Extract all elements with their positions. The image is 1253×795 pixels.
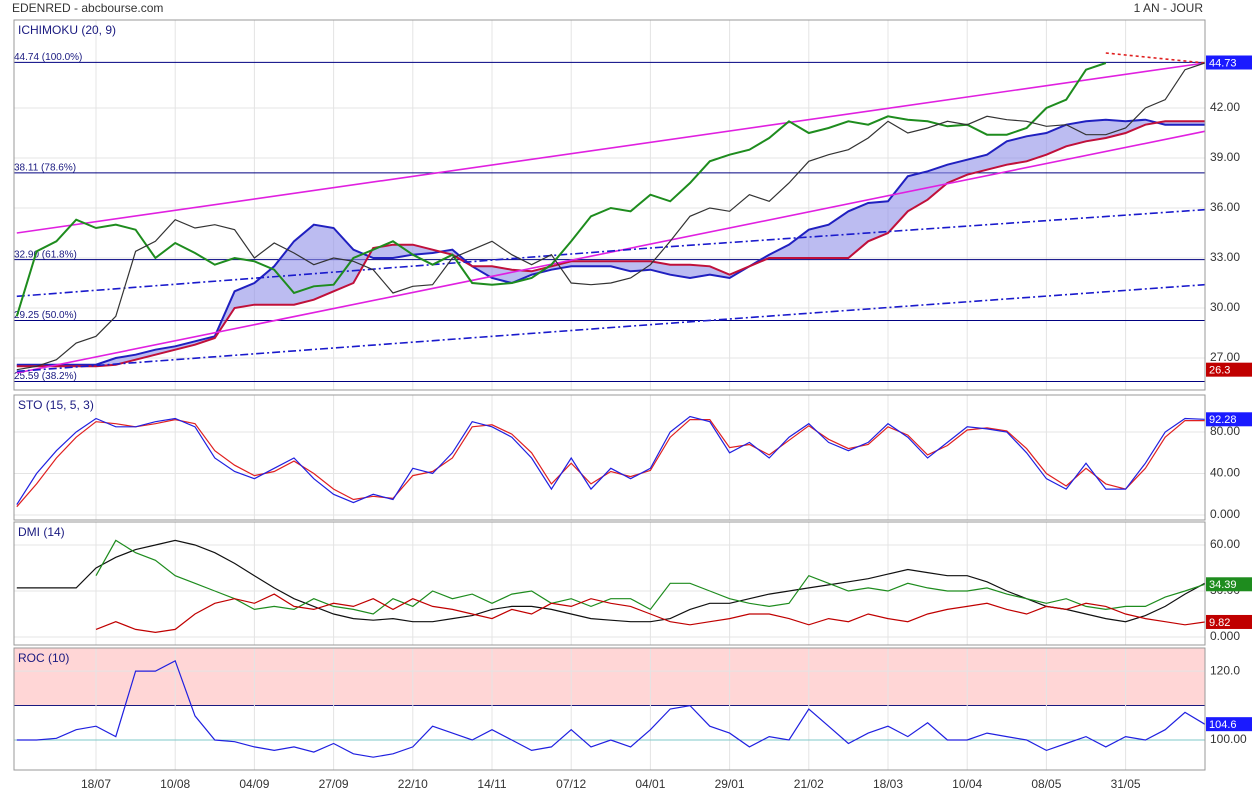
- badge-label: 92.28: [1209, 414, 1237, 426]
- fib-label: 29.25 (50.0%): [14, 310, 77, 321]
- trendline: [16, 283, 1205, 373]
- badge-label: 34.39: [1209, 579, 1237, 591]
- trendline: [1105, 52, 1205, 64]
- series-line: [95, 539, 1205, 615]
- series-line: [95, 593, 1205, 634]
- y-tick-label: 0.000: [1210, 507, 1240, 521]
- value-badge: [1206, 717, 1252, 732]
- x-tick-label: 04/09: [239, 777, 269, 791]
- x-tick-label: 18/03: [873, 777, 903, 791]
- panel-title: STO (15, 5, 3): [18, 398, 94, 412]
- badge-label: 9.82: [1209, 617, 1230, 629]
- y-tick-label: 0.000: [1210, 629, 1240, 643]
- fib-label: 32.90 (61.8%): [14, 249, 77, 260]
- value-badge: [1206, 577, 1252, 592]
- trendline: [16, 208, 1205, 298]
- trendline: [16, 62, 1205, 234]
- x-tick-label: 08/05: [1031, 777, 1061, 791]
- chart-title: EDENRED - abcbourse.com: [12, 1, 163, 15]
- x-tick-label: 22/10: [398, 777, 428, 791]
- panel-frame: [13, 521, 1206, 646]
- series-line: [16, 418, 1205, 508]
- x-tick-label: 14/11: [477, 777, 506, 791]
- y-tick-label: 36.00: [1210, 200, 1240, 214]
- x-tick-label: 10/04: [952, 777, 982, 791]
- y-tick-label: 30.00: [1210, 300, 1240, 314]
- panel-title: ROC (10): [18, 651, 69, 665]
- series-line: [16, 62, 1205, 371]
- period: 1 AN - JOUR: [1134, 1, 1204, 15]
- alert-band: [14, 648, 1205, 706]
- panel-frame: [13, 647, 1206, 771]
- x-tick-label: 10/08: [160, 777, 190, 791]
- y-tick-label: 27.00: [1210, 350, 1240, 364]
- y-tick-label: 60.00: [1210, 537, 1240, 551]
- cloud: [16, 119, 1205, 367]
- x-tick-label: 31/05: [1111, 777, 1141, 791]
- x-tick-label: 18/07: [81, 777, 111, 791]
- span-b: [16, 120, 1205, 368]
- value-badge: [1206, 362, 1252, 377]
- panel-title: ICHIMOKU (20, 9): [18, 23, 116, 37]
- x-tick-label: 29/01: [715, 777, 745, 791]
- x-tick-label: 04/01: [635, 777, 665, 791]
- fib-label: 38.11 (78.6%): [14, 162, 76, 173]
- series-line: [16, 415, 1205, 505]
- x-tick-label: 07/12: [556, 777, 586, 791]
- series-line: [15, 62, 1107, 317]
- y-tick-label: 100.00: [1210, 732, 1247, 746]
- value-badge: [1206, 614, 1252, 629]
- panel-frame: [13, 19, 1206, 391]
- y-tick-label: 42.00: [1210, 100, 1240, 114]
- y-tick-label: 40.00: [1210, 466, 1240, 480]
- x-tick-label: 27/09: [319, 777, 349, 791]
- panel-title: DMI (14): [18, 525, 65, 539]
- fib-label: 44.74 (100.0%): [14, 52, 82, 63]
- y-tick-label: 39.00: [1210, 150, 1240, 164]
- value-badge: [1206, 55, 1252, 70]
- badge-label: 44.73: [1209, 57, 1237, 69]
- y-tick-label: 33.00: [1210, 250, 1240, 264]
- y-tick-label: 80.00: [1210, 424, 1240, 438]
- badge-label: 26.3: [1209, 365, 1230, 377]
- series-line: [16, 659, 1206, 758]
- series-line: [16, 539, 1206, 623]
- y-tick-label: 120.0: [1210, 663, 1240, 677]
- fib-label: 25.59 (38.2%): [14, 371, 77, 382]
- x-tick-label: 21/02: [794, 777, 824, 791]
- trendline: [16, 130, 1205, 374]
- panel-frame: [13, 394, 1206, 521]
- badge-label: 104.6: [1209, 719, 1237, 731]
- value-badge: [1206, 412, 1252, 427]
